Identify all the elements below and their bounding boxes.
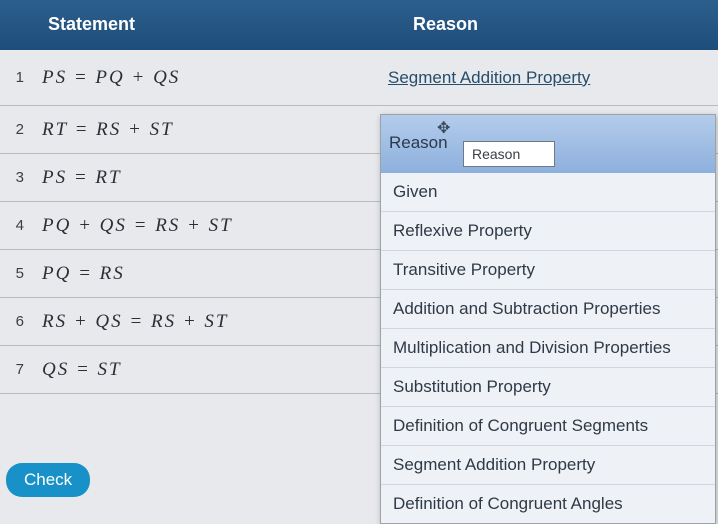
statement-cell: RT = RS + ST xyxy=(30,119,376,141)
statement-cell: QS = ST xyxy=(30,359,376,381)
row-number: 4 xyxy=(0,217,30,234)
dropdown-option-segment-addition[interactable]: Segment Addition Property xyxy=(381,446,715,485)
row-number: 2 xyxy=(0,121,30,138)
dropdown-option-add-sub[interactable]: Addition and Subtraction Properties xyxy=(381,290,715,329)
header-reason: Reason xyxy=(383,0,718,50)
row-number: 5 xyxy=(0,265,30,282)
dropdown-option-transitive[interactable]: Transitive Property xyxy=(381,251,715,290)
statement-cell: PQ + QS = RS + ST xyxy=(30,215,376,237)
header-statement: Statement xyxy=(0,0,383,50)
statement-cell: PQ = RS xyxy=(30,263,376,285)
statement-cell: PS = PQ + QS xyxy=(30,67,376,89)
dropdown-option-mult-div[interactable]: Multiplication and Division Properties xyxy=(381,329,715,368)
dropdown-option-given[interactable]: Given xyxy=(381,173,715,212)
check-button[interactable]: Check xyxy=(6,463,90,497)
table-header: Statement Reason xyxy=(0,0,718,50)
dropdown-option-congruent-angles[interactable]: Definition of Congruent Angles xyxy=(381,485,715,523)
dropdown-option-congruent-segments[interactable]: Definition of Congruent Segments xyxy=(381,407,715,446)
dropdown-option-substitution[interactable]: Substitution Property xyxy=(381,368,715,407)
reason-cell[interactable]: Segment Addition Property xyxy=(376,68,718,88)
dropdown-label: Reason xyxy=(389,133,448,153)
dropdown-input[interactable] xyxy=(463,141,555,167)
statement-cell: PS = RT xyxy=(30,167,376,189)
reason-dropdown[interactable]: ✥ Reason Given Reflexive Property Transi… xyxy=(380,114,716,524)
table-row: 1 PS = PQ + QS Segment Addition Property xyxy=(0,50,718,106)
row-number: 7 xyxy=(0,361,30,378)
row-number: 1 xyxy=(0,69,30,86)
statement-cell: RS + QS = RS + ST xyxy=(30,311,376,333)
row-number: 3 xyxy=(0,169,30,186)
dropdown-header[interactable]: ✥ Reason xyxy=(381,115,715,173)
row-number: 6 xyxy=(0,313,30,330)
dropdown-option-reflexive[interactable]: Reflexive Property xyxy=(381,212,715,251)
